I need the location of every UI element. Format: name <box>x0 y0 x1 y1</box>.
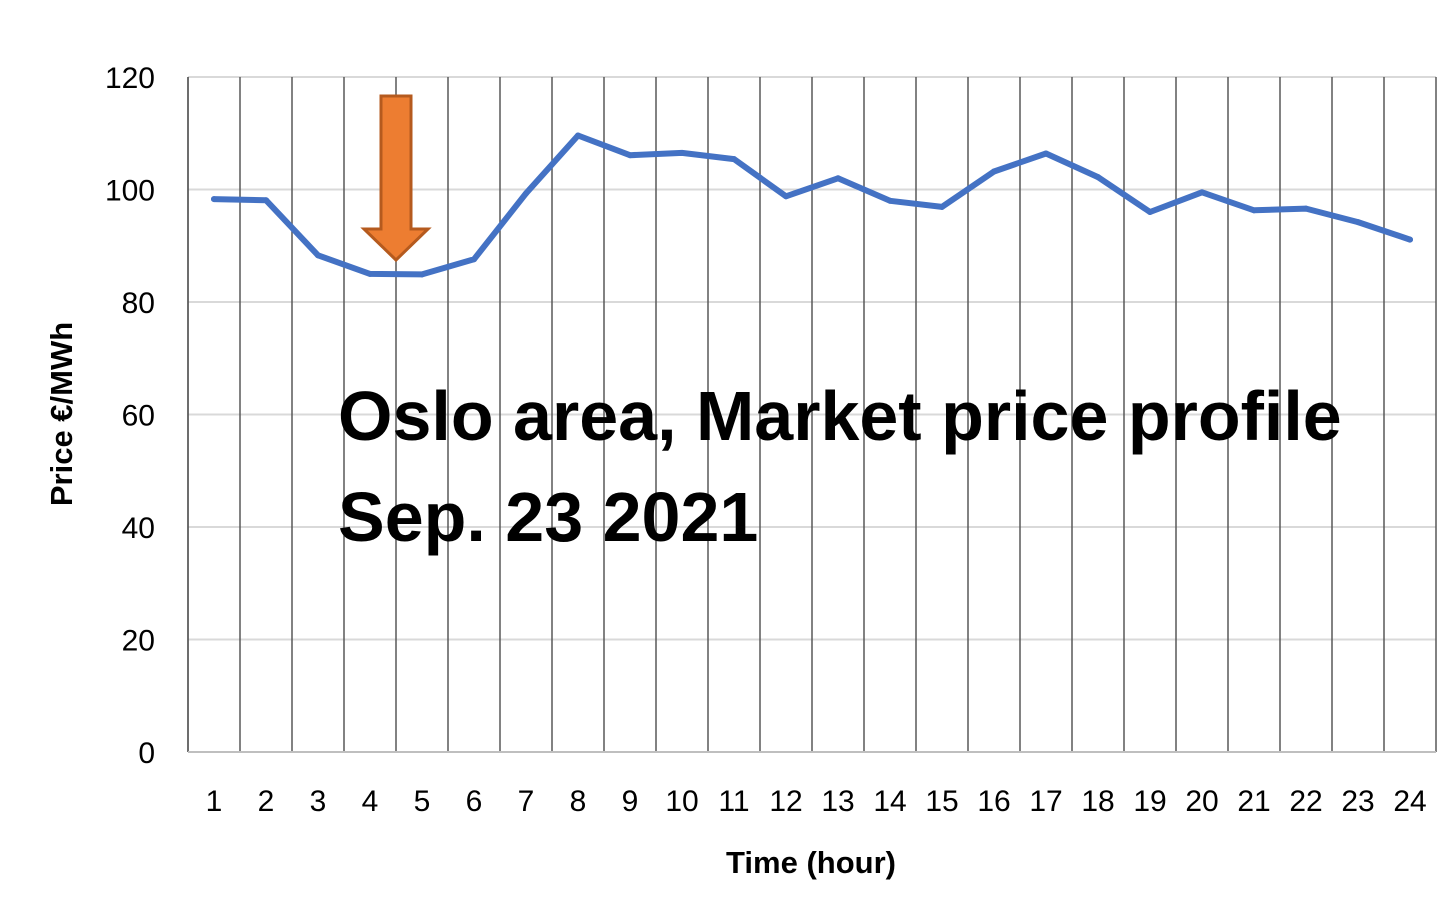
data-point <box>783 193 789 200</box>
data-point <box>575 132 581 139</box>
x-tick-label: 15 <box>925 785 958 818</box>
x-tick-label: 13 <box>821 785 854 818</box>
series-line <box>211 132 1413 278</box>
x-tick-label: 18 <box>1081 785 1114 818</box>
x-tick-label: 17 <box>1029 785 1062 818</box>
x-tick-label: 20 <box>1185 785 1218 818</box>
series-layer <box>211 132 1413 278</box>
x-axis-title: Time (hour) <box>726 845 896 880</box>
x-tick-label: 12 <box>769 785 802 818</box>
data-point <box>1095 174 1101 181</box>
data-point <box>1147 209 1153 215</box>
y-tick-label: 120 <box>105 62 155 95</box>
data-point <box>1043 150 1049 157</box>
x-tick-label: 9 <box>622 785 639 818</box>
y-tick-label: 100 <box>105 175 155 208</box>
axes <box>187 77 1436 753</box>
x-tick-label: 1 <box>206 785 223 818</box>
x-tick-labels: 1 2 3 4 5 6 7 8 9 10 11 12 13 14 15 16 17 18 19 20 21 22 23 24 <box>206 785 1427 818</box>
data-point <box>1303 205 1309 212</box>
data-point <box>835 175 841 182</box>
x-tick-label: 3 <box>310 785 327 818</box>
data-point <box>523 190 529 197</box>
data-point <box>991 168 997 175</box>
x-tick-label: 8 <box>570 785 587 818</box>
data-point <box>887 197 893 204</box>
x-tick-label: 16 <box>977 785 1010 818</box>
data-point <box>939 203 945 210</box>
annotation-title-line-2: Sep. 23 2021 <box>338 478 758 556</box>
x-tick-label: 14 <box>873 785 906 818</box>
data-point <box>367 270 373 277</box>
data-point <box>1199 189 1205 196</box>
annotation-arrow-layer <box>360 94 432 263</box>
data-point <box>679 149 685 156</box>
data-point <box>1251 207 1257 214</box>
data-point <box>263 197 269 204</box>
x-tick-label: 23 <box>1341 785 1374 818</box>
x-tick-label: 4 <box>362 785 379 818</box>
x-tick-label: 5 <box>414 785 431 818</box>
x-tick-label: 21 <box>1237 785 1270 818</box>
gridlines <box>187 76 1437 752</box>
annotation-title-line-1: Oslo area, Market price profile <box>338 377 1342 455</box>
x-tick-label: 22 <box>1289 785 1322 818</box>
y-tick-labels: 0 20 40 60 80 100 120 <box>105 62 155 770</box>
y-tick-label: 60 <box>122 400 155 433</box>
y-tick-label: 20 <box>122 625 155 658</box>
y-axis-title: Price €/MWh <box>44 322 79 506</box>
data-point <box>315 252 321 259</box>
data-point <box>419 271 425 278</box>
x-tick-label: 6 <box>466 785 483 818</box>
x-tick-label: 2 <box>258 785 275 818</box>
down-arrow-icon <box>360 94 432 263</box>
y-tick-label: 40 <box>122 512 155 545</box>
data-point <box>627 152 633 159</box>
y-tick-label: 0 <box>138 737 155 770</box>
x-tick-label: 24 <box>1393 785 1426 818</box>
data-point <box>471 256 477 263</box>
data-point <box>1355 219 1361 226</box>
data-point <box>731 156 737 163</box>
x-tick-label: 11 <box>718 785 749 818</box>
data-point <box>211 196 217 203</box>
x-tick-label: 7 <box>518 785 535 818</box>
data-point <box>1407 236 1413 243</box>
x-tick-label: 10 <box>665 785 698 818</box>
x-tick-label: 19 <box>1133 785 1166 818</box>
y-tick-label: 80 <box>122 287 155 320</box>
